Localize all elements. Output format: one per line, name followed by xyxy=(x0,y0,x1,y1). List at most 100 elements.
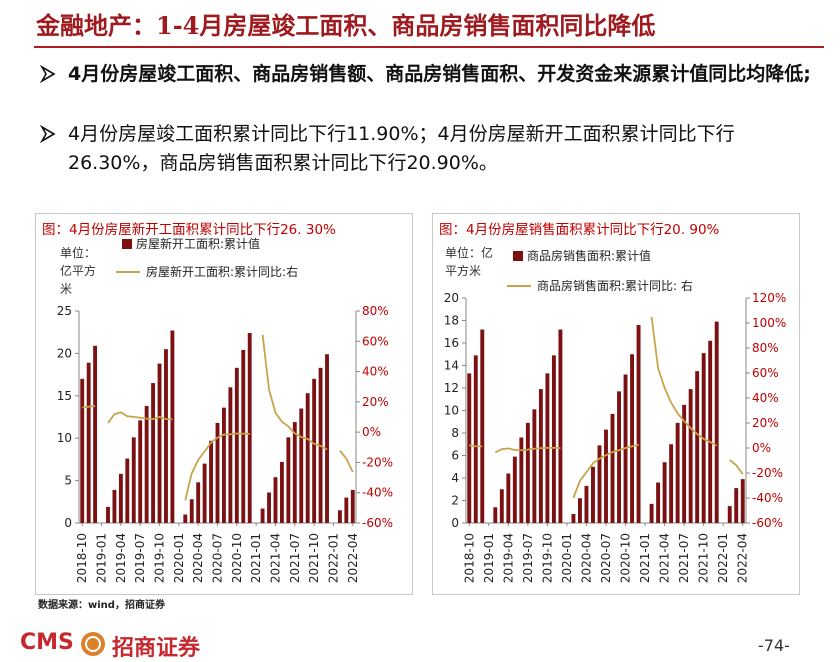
bar xyxy=(305,393,310,523)
bar xyxy=(506,473,511,523)
bar xyxy=(131,437,136,523)
line xyxy=(261,334,328,451)
line xyxy=(184,432,250,501)
bar xyxy=(525,422,530,523)
x-tick-label: 2021-10 xyxy=(697,533,711,583)
bar xyxy=(260,508,265,523)
bar xyxy=(467,373,472,523)
bar xyxy=(688,389,693,523)
bar xyxy=(292,422,297,523)
x-tick-label: 2019-07 xyxy=(133,533,147,583)
x-tick-label: 2021-01 xyxy=(249,533,263,583)
x-tick-label: 2019-04 xyxy=(114,533,128,583)
chart: 0 5 10 15 20 25 -60% -40% -20% 0% 20% 40% 60% 80% 2018… xyxy=(57,236,393,583)
page-title: 金融地产：1-4月房屋竣工面积、商品房销售面积同比降低 xyxy=(36,11,656,40)
bar xyxy=(610,413,615,523)
bar xyxy=(649,503,654,523)
y-tick-label: 5 xyxy=(64,474,72,488)
bar xyxy=(234,367,239,523)
x-tick-label: 2019-07 xyxy=(521,533,535,583)
source-note: 数据来源：wind，招商证券 xyxy=(38,600,165,611)
bar xyxy=(183,514,188,523)
bar xyxy=(80,378,85,523)
bullet: 4月份房屋竣工面积累计同比下行11.90%；4月份房屋新开工面积累计同比下行26… xyxy=(68,123,735,174)
y2-tick-label: 20% xyxy=(362,395,389,409)
bar xyxy=(93,345,98,523)
y2-tick-label: 120% xyxy=(752,291,786,305)
bar xyxy=(669,444,674,523)
bar xyxy=(597,445,602,523)
bar xyxy=(499,489,504,523)
bar xyxy=(228,387,233,523)
legend-label: 房屋新开工面积:累计同比:右 xyxy=(146,264,298,279)
line xyxy=(469,444,483,448)
x-tick-label: 2020-01 xyxy=(172,533,186,583)
x-tick-label: 2021-07 xyxy=(677,533,691,583)
bullet: 4月份房屋竣工面积、商品房销售额、商品房销售面积、开发资金来源累计值同比均降低; xyxy=(68,63,811,85)
bar xyxy=(551,355,556,523)
bar xyxy=(312,378,317,523)
legend-label: 房屋新开工面积:累计值 xyxy=(136,236,260,251)
line xyxy=(572,443,639,499)
x-tick-label: 2021-04 xyxy=(268,533,282,583)
x-tick-label: 2020-01 xyxy=(560,533,574,583)
y2-tick-label: 80% xyxy=(752,341,779,355)
bar xyxy=(286,437,291,523)
y2-tick-label: -60% xyxy=(362,516,393,530)
y-tick-label: 25 xyxy=(57,304,72,318)
bar xyxy=(279,461,284,523)
line xyxy=(107,411,173,424)
y2-tick-label: 0% xyxy=(752,441,771,455)
chart-title: 图：4月份房屋新开工面积累计同比下行26. 30% xyxy=(42,222,336,238)
bar xyxy=(344,497,349,523)
bar xyxy=(241,350,246,523)
bar xyxy=(734,488,739,523)
x-tick-label: 2021-04 xyxy=(658,533,672,583)
y2-tick-label: -20% xyxy=(362,455,393,469)
bar xyxy=(532,409,537,523)
x-tick-label: 2019-10 xyxy=(540,533,554,583)
bar xyxy=(299,408,304,523)
y2-tick-label: -40% xyxy=(362,486,393,500)
bar xyxy=(138,420,143,523)
y2-tick-label: 80% xyxy=(362,304,389,318)
y-tick-label: 16 xyxy=(444,336,459,350)
y2-tick-label: 20% xyxy=(752,416,779,430)
y-tick-label: 15 xyxy=(57,389,72,403)
bar xyxy=(591,466,595,523)
bar xyxy=(708,340,713,523)
x-tick-label: 2020-07 xyxy=(599,533,613,583)
y2-tick-label: 0% xyxy=(362,425,381,439)
unit-label: 单位：亿平方米 xyxy=(60,246,97,296)
x-tick-label: 2019-01 xyxy=(482,533,496,583)
bar xyxy=(157,363,162,523)
y-tick-label: 0 xyxy=(451,516,459,530)
y-tick-label: 20 xyxy=(444,291,459,305)
bar xyxy=(617,391,621,523)
line xyxy=(729,459,744,475)
x-tick-label: 2022-01 xyxy=(716,533,730,583)
bar xyxy=(675,422,680,523)
line xyxy=(650,316,718,447)
bar xyxy=(189,499,194,523)
y-tick-label: 10 xyxy=(444,404,459,418)
x-tick-label: 2020-04 xyxy=(579,533,593,583)
bar xyxy=(714,321,719,523)
y-tick-label: 4 xyxy=(451,471,459,485)
bar xyxy=(209,440,213,523)
bar xyxy=(337,510,342,523)
x-tick-label: 2021-10 xyxy=(307,533,321,583)
bar xyxy=(151,383,156,523)
bar xyxy=(247,333,252,523)
bar xyxy=(656,482,661,523)
y-tick-label: 14 xyxy=(444,359,459,373)
bar xyxy=(578,498,582,523)
x-tick-label: 2019-10 xyxy=(153,533,167,583)
x-tick-label: 2022-01 xyxy=(326,533,340,583)
legend-swatch xyxy=(513,251,523,261)
bar xyxy=(125,458,130,523)
page-number: -74- xyxy=(758,636,790,655)
y-tick-label: 6 xyxy=(451,449,459,463)
x-tick-label: 2019-04 xyxy=(501,533,515,583)
